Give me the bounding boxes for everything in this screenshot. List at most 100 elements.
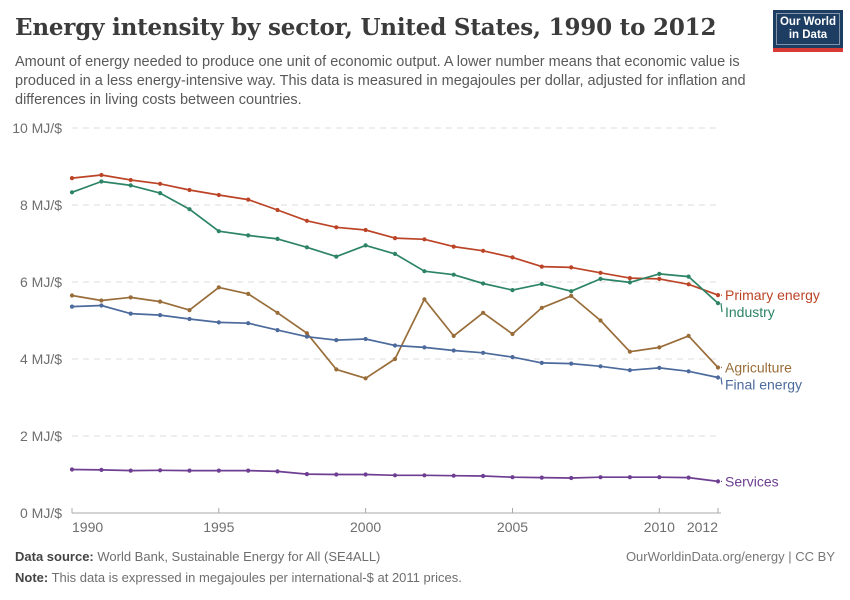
series-point-services[interactable] (99, 467, 104, 472)
series-point-industry[interactable] (334, 254, 339, 259)
series-point-industry[interactable] (216, 229, 221, 234)
series-point-final-energy[interactable] (275, 328, 280, 333)
series-point-services[interactable] (128, 468, 133, 473)
series-point-agriculture[interactable] (392, 356, 398, 362)
series-point-agriculture[interactable] (187, 308, 192, 313)
series-point-primary-energy[interactable] (598, 270, 603, 275)
series-point-agriculture[interactable] (539, 305, 544, 310)
series-point-services[interactable] (275, 469, 280, 474)
series-point-primary-energy[interactable] (128, 177, 133, 183)
series-point-final-energy[interactable] (451, 348, 456, 353)
series-point-services[interactable] (69, 467, 75, 472)
series-point-primary-energy[interactable] (275, 207, 280, 213)
series-point-agriculture[interactable] (158, 299, 163, 304)
series-point-primary-energy[interactable] (510, 255, 515, 260)
series-point-services[interactable] (392, 473, 398, 478)
series-point-primary-energy[interactable] (422, 237, 427, 242)
series-point-final-energy[interactable] (304, 334, 309, 339)
series-point-primary-energy[interactable] (451, 244, 456, 249)
series-point-final-energy[interactable] (569, 361, 574, 366)
series-point-primary-energy[interactable] (363, 227, 368, 233)
series-point-final-energy[interactable] (334, 338, 339, 343)
series-point-agriculture[interactable] (481, 310, 486, 315)
series-point-industry[interactable] (598, 276, 603, 281)
series-point-final-energy[interactable] (715, 375, 721, 380)
series-point-services[interactable] (334, 472, 339, 477)
series-point-industry[interactable] (481, 281, 486, 286)
series-point-agriculture[interactable] (275, 310, 280, 315)
series-point-final-energy[interactable] (187, 316, 192, 322)
series-point-services[interactable] (451, 473, 456, 478)
series-point-primary-energy[interactable] (481, 248, 486, 253)
series-point-industry[interactable] (657, 271, 662, 276)
series-point-industry[interactable] (627, 280, 633, 285)
series-point-industry[interactable] (128, 183, 133, 188)
series-point-industry[interactable] (304, 245, 309, 250)
series-point-final-energy[interactable] (128, 311, 133, 316)
series-point-agriculture[interactable] (627, 349, 633, 354)
series-point-agriculture[interactable] (246, 291, 251, 296)
series-point-services[interactable] (422, 473, 427, 478)
series-point-final-energy[interactable] (363, 336, 368, 342)
owid-logo[interactable]: Our World in Data (773, 10, 843, 52)
series-point-agriculture[interactable] (128, 295, 133, 300)
series-point-agriculture[interactable] (99, 298, 104, 303)
series-point-services[interactable] (187, 468, 192, 473)
series-point-final-energy[interactable] (246, 321, 251, 326)
series-point-services[interactable] (481, 473, 486, 479)
series-point-final-energy[interactable] (69, 304, 75, 309)
series-point-industry[interactable] (451, 272, 456, 277)
series-point-agriculture[interactable] (451, 333, 456, 338)
series-point-final-energy[interactable] (539, 360, 544, 365)
series-point-primary-energy[interactable] (569, 265, 574, 270)
series-point-agriculture[interactable] (304, 331, 309, 336)
series-point-industry[interactable] (422, 269, 427, 274)
series-point-services[interactable] (158, 468, 163, 473)
series-point-agriculture[interactable] (334, 367, 339, 372)
series-point-final-energy[interactable] (158, 313, 163, 318)
series-point-industry[interactable] (187, 207, 192, 212)
series-point-industry[interactable] (569, 289, 574, 294)
series-point-final-energy[interactable] (686, 369, 691, 374)
series-point-primary-energy[interactable] (246, 197, 251, 202)
series-line-industry[interactable] (71, 180, 719, 305)
series-point-final-energy[interactable] (216, 320, 221, 325)
series-point-final-energy[interactable] (627, 368, 633, 373)
series-point-services[interactable] (363, 472, 368, 477)
series-point-services[interactable] (657, 475, 662, 480)
series-point-services[interactable] (510, 475, 515, 480)
series-point-agriculture[interactable] (686, 333, 691, 338)
footer-license-link[interactable]: OurWorldinData.org/energy | CC BY (625, 549, 835, 564)
series-point-agriculture[interactable] (422, 297, 427, 302)
series-point-industry[interactable] (246, 233, 251, 238)
series-point-agriculture[interactable] (216, 285, 221, 290)
series-point-industry[interactable] (715, 301, 721, 306)
series-point-industry[interactable] (99, 179, 104, 184)
series-point-industry[interactable] (686, 274, 691, 279)
series-point-final-energy[interactable] (598, 364, 603, 369)
series-point-primary-energy[interactable] (69, 176, 75, 181)
series-point-services[interactable] (627, 475, 633, 480)
series-point-final-energy[interactable] (657, 365, 662, 370)
series-point-services[interactable] (598, 475, 603, 480)
series-point-industry[interactable] (539, 281, 544, 286)
series-point-primary-energy[interactable] (392, 236, 398, 241)
series-point-agriculture[interactable] (715, 365, 721, 370)
series-point-primary-energy[interactable] (304, 218, 309, 223)
series-point-services[interactable] (539, 475, 544, 480)
series-point-services[interactable] (216, 468, 221, 473)
series-point-primary-energy[interactable] (657, 276, 662, 281)
series-point-primary-energy[interactable] (334, 225, 339, 230)
series-point-agriculture[interactable] (69, 293, 75, 298)
series-point-primary-energy[interactable] (99, 172, 104, 178)
chart-canvas[interactable]: 0 MJ/$ 2 MJ/$ 4 MJ/$ 6 MJ/$ 8 MJ/$ 10 MJ/$ 199… (0, 0, 850, 545)
series-point-final-energy[interactable] (99, 303, 104, 308)
series-point-industry[interactable] (158, 191, 163, 196)
series-point-services[interactable] (304, 472, 309, 477)
series-line-agriculture[interactable] (71, 286, 719, 380)
series-point-services[interactable] (715, 479, 721, 484)
series-point-services[interactable] (686, 475, 691, 480)
series-point-primary-energy[interactable] (627, 276, 633, 281)
series-point-final-energy[interactable] (510, 355, 515, 360)
series-point-primary-energy[interactable] (187, 187, 192, 193)
